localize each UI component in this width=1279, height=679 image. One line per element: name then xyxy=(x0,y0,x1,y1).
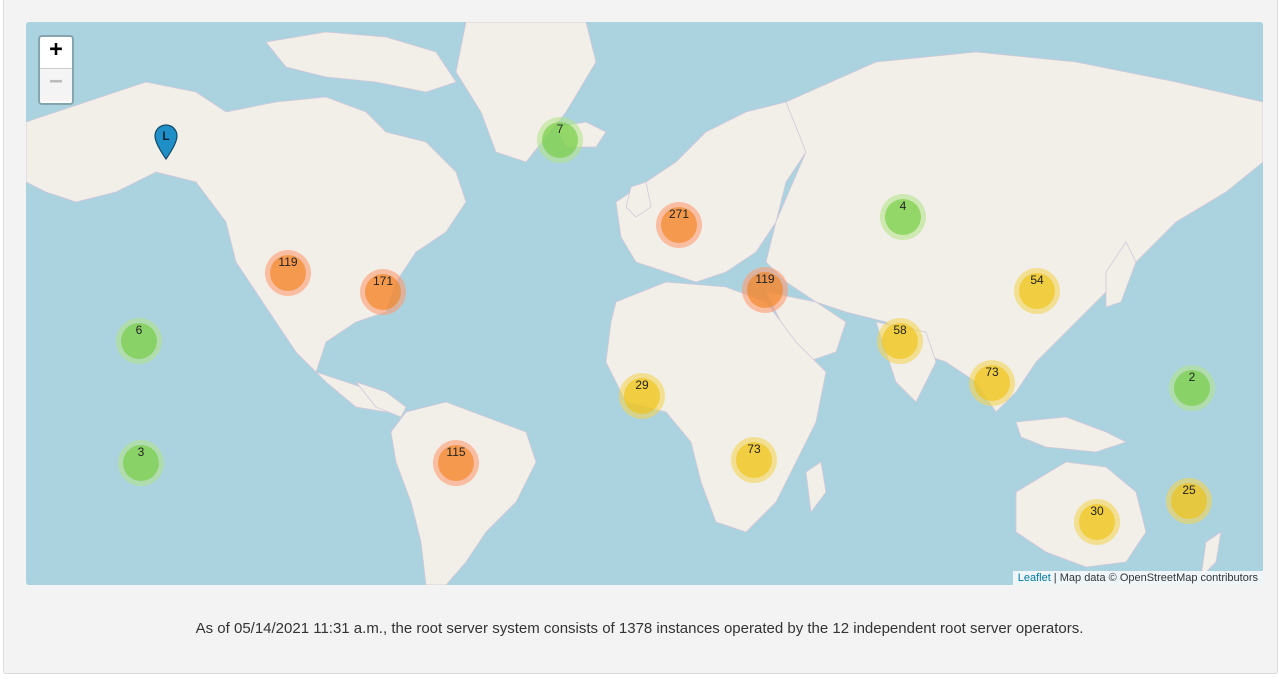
zoom-out-button[interactable]: − xyxy=(40,69,72,101)
zoom-in-button[interactable]: + xyxy=(40,37,72,69)
marker-cluster[interactable]: 119 xyxy=(265,250,311,296)
marker-cluster[interactable]: 54 xyxy=(1014,268,1060,314)
cluster-count: 119 xyxy=(747,272,783,308)
marker-cluster[interactable]: 2 xyxy=(1169,365,1215,411)
cluster-count: 29 xyxy=(624,378,660,414)
attribution-text: Map data © OpenStreetMap contributors xyxy=(1059,572,1258,584)
marker-cluster[interactable]: 73 xyxy=(969,360,1015,406)
cluster-count: 6 xyxy=(121,323,157,359)
marker-cluster[interactable]: 7 xyxy=(537,117,583,163)
world-map[interactable]: + − L 7 271 4 119 171 119 54 58 6 73 29 2 3 115 73 25 30… xyxy=(26,22,1263,585)
marker-cluster[interactable]: 25 xyxy=(1166,478,1212,524)
cluster-count: 271 xyxy=(661,207,697,243)
cluster-count: 2 xyxy=(1174,370,1210,406)
cluster-count: 4 xyxy=(885,199,921,235)
cluster-count: 25 xyxy=(1171,483,1207,519)
land-shapes xyxy=(26,22,1263,585)
marker-cluster[interactable]: 3 xyxy=(118,440,164,486)
leaflet-link[interactable]: Leaflet xyxy=(1017,572,1051,584)
cluster-count: 119 xyxy=(270,255,306,291)
cluster-count: 58 xyxy=(882,323,918,359)
cluster-count: 171 xyxy=(365,274,401,310)
cluster-count: 3 xyxy=(123,445,159,481)
zoom-control: + − xyxy=(38,35,74,105)
cluster-count: 7 xyxy=(542,122,578,158)
cluster-count: 30 xyxy=(1079,504,1115,540)
attribution-separator: | xyxy=(1050,572,1060,584)
marker-cluster[interactable]: 58 xyxy=(877,318,923,364)
marker-cluster[interactable]: 30 xyxy=(1074,499,1120,545)
marker-cluster[interactable]: 115 xyxy=(433,440,479,486)
cluster-count: 54 xyxy=(1019,273,1055,309)
attribution: Leaflet | Map data © OpenStreetMap contr… xyxy=(1012,571,1263,585)
marker-cluster[interactable]: 4 xyxy=(880,194,926,240)
map-marker[interactable]: L xyxy=(154,124,178,161)
cluster-count: 73 xyxy=(974,365,1010,401)
marker-letter: L xyxy=(162,129,169,143)
marker-cluster[interactable]: 119 xyxy=(742,267,788,313)
map-pin-icon: L xyxy=(154,124,178,161)
marker-cluster[interactable]: 171 xyxy=(360,269,406,315)
cluster-count: 73 xyxy=(736,442,772,478)
marker-cluster[interactable]: 271 xyxy=(656,202,702,248)
marker-cluster[interactable]: 29 xyxy=(619,373,665,419)
marker-cluster[interactable]: 73 xyxy=(731,437,777,483)
instances-caption: As of 05/14/2021 11:31 a.m., the root se… xyxy=(195,620,1084,637)
marker-cluster[interactable]: 6 xyxy=(116,318,162,364)
cluster-count: 115 xyxy=(438,445,474,481)
